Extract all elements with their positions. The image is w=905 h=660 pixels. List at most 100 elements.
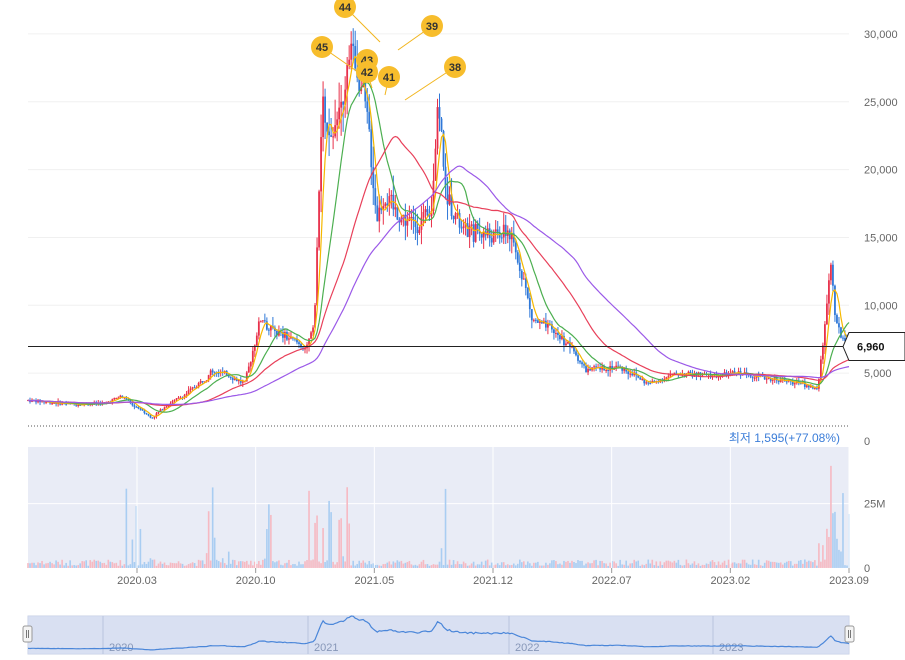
volume-bar (571, 560, 573, 568)
volume-bar (408, 560, 411, 568)
candle-body (115, 397, 118, 399)
volume-bar (105, 564, 108, 568)
candle-body (249, 362, 252, 367)
peak-marker-41[interactable]: 41 (378, 66, 400, 96)
volume-bar (787, 560, 790, 568)
volume-bar (625, 560, 627, 568)
peak-marker-38[interactable]: 38 (404, 56, 466, 101)
peak-marker-45[interactable]: 45 (311, 36, 359, 73)
time-tick-label: 2023.02 (710, 575, 750, 587)
volume-bar (185, 565, 188, 568)
candle-body (267, 329, 270, 331)
volume-bar (147, 561, 150, 568)
navigator-right-handle[interactable] (844, 625, 855, 643)
candle-body (298, 342, 300, 344)
volume-axis-ticks: 0 25M (864, 499, 885, 575)
candle-body (358, 77, 361, 92)
volume-bar (390, 564, 393, 568)
volume-bar (693, 561, 696, 568)
volume-bar (621, 564, 623, 568)
candle-body (79, 404, 82, 406)
volume-bar (35, 565, 37, 568)
candle-body (227, 375, 230, 377)
volume-bar (388, 561, 391, 568)
candle-body (579, 360, 581, 363)
candle-body (247, 366, 250, 373)
volume-bar (276, 561, 278, 568)
candle-body (390, 194, 393, 197)
volume-bar (330, 512, 332, 568)
volume-bar (633, 559, 636, 568)
volume-bar (296, 565, 298, 568)
peak-marker-39[interactable]: 39 (397, 15, 443, 51)
volume-bar (47, 563, 49, 568)
volume-bar (65, 562, 67, 568)
candle-body (364, 82, 367, 102)
candle-body (173, 399, 176, 401)
volume-bar (420, 561, 423, 568)
peak-marker-42[interactable]: 42 (356, 61, 378, 89)
candle-body (438, 107, 441, 119)
volume-bar (173, 563, 176, 568)
volume-bar (549, 563, 551, 568)
candle-body (836, 314, 838, 324)
candle-body (557, 332, 559, 336)
volume-bar (523, 561, 525, 568)
volume-bar (711, 560, 714, 568)
volume-bar (661, 564, 664, 568)
candle-body (135, 406, 138, 408)
peak-marker-44[interactable]: 44 (334, 0, 381, 43)
volume-bar (91, 561, 94, 568)
ma-line-60 (27, 135, 850, 407)
volume-bar (741, 559, 744, 568)
candle-body (179, 397, 182, 399)
volume-bar (751, 559, 754, 568)
candle-body (203, 381, 206, 383)
candle-body (384, 203, 387, 206)
time-tick-label: 2021.12 (473, 575, 513, 587)
volume-bar (157, 563, 160, 568)
volume-bar (209, 560, 212, 568)
price-tick-label: 30,000 (864, 29, 898, 41)
volume-bar (179, 563, 182, 568)
volume-bar (119, 560, 122, 568)
candle-body (265, 321, 268, 330)
volume-bar (683, 565, 686, 568)
navigator-left-handle[interactable] (22, 625, 33, 643)
volume-bar (211, 487, 214, 568)
volume-bar (480, 561, 483, 568)
candle-body (629, 373, 632, 375)
candle-body (448, 194, 451, 205)
volume-bar (366, 564, 369, 568)
volume-bar (659, 561, 662, 568)
volume-bar (203, 564, 206, 568)
candle-body (520, 270, 523, 280)
volume-bar (83, 561, 86, 568)
volume-bar (61, 559, 63, 568)
volume-bar (794, 563, 796, 568)
volume-bar (290, 565, 292, 568)
candle-body (832, 264, 834, 286)
volume-bar (713, 562, 716, 568)
candle-body (605, 370, 608, 372)
volume-bar (342, 556, 344, 568)
volume-bar (802, 563, 804, 568)
volume-bar (601, 560, 603, 568)
volume-bar (438, 561, 441, 568)
volume-bar (248, 564, 250, 568)
volume-bar (500, 562, 503, 568)
volume-bar (695, 564, 698, 568)
candle-body (452, 216, 455, 220)
volume-bar (458, 564, 461, 568)
candle-body (482, 231, 485, 238)
candle-body (472, 224, 475, 242)
volume-bar (87, 565, 90, 568)
price-tick-label: 10,000 (864, 300, 898, 312)
candle-body (641, 378, 644, 380)
minimum-price-label: 최저 1,595(+77.08%) (729, 431, 840, 445)
candle-body (673, 372, 676, 374)
volume-bar (785, 561, 788, 568)
volume-bar (121, 565, 124, 568)
candle-body (486, 228, 489, 236)
volume-bar (800, 560, 802, 568)
